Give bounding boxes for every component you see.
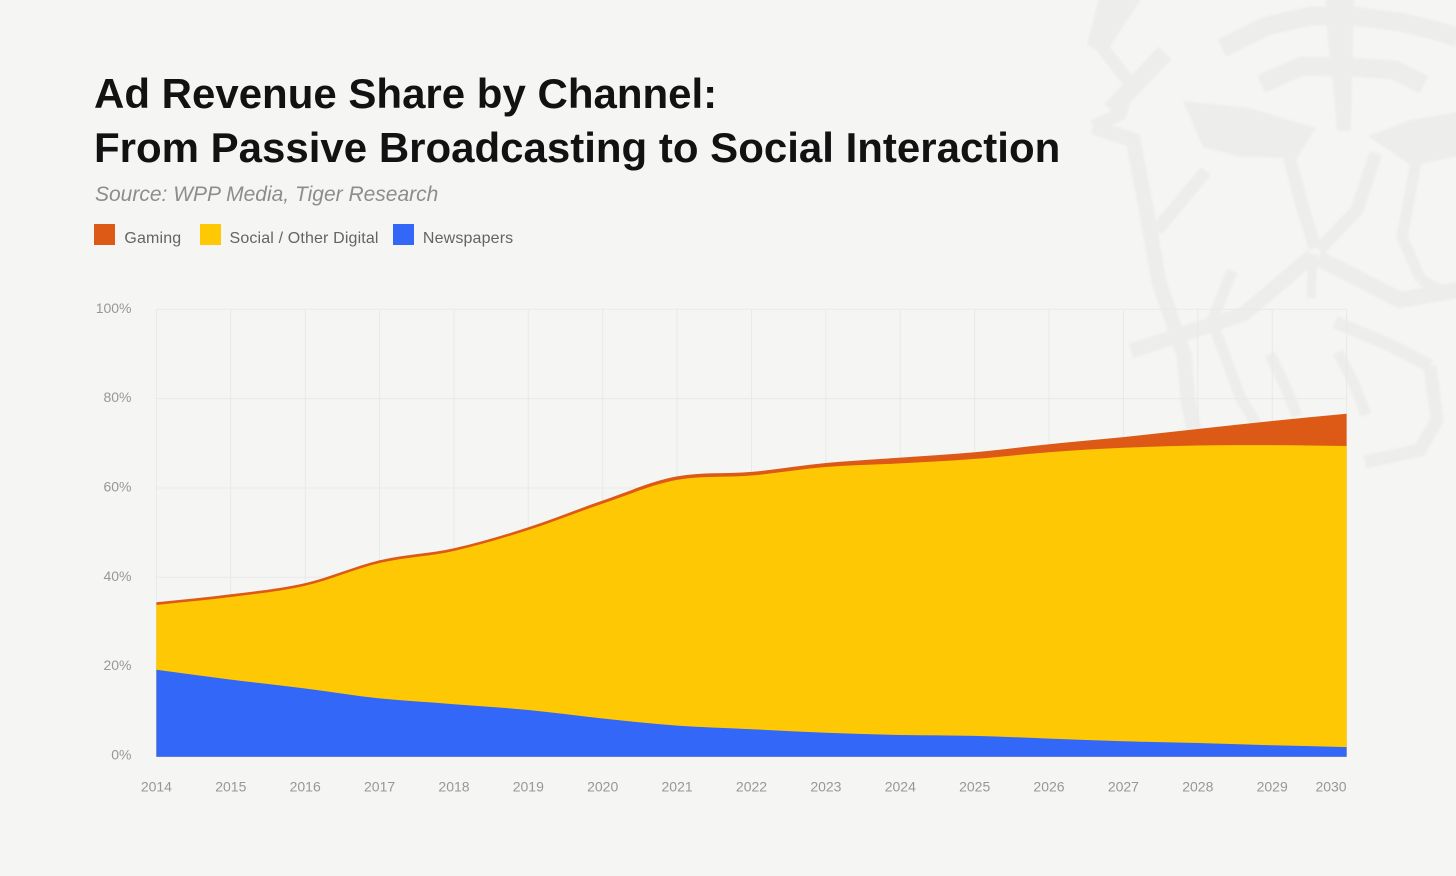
svg-text:2023: 2023 xyxy=(810,778,841,794)
svg-text:2014: 2014 xyxy=(141,778,172,794)
svg-text:2028: 2028 xyxy=(1182,778,1213,794)
svg-text:60%: 60% xyxy=(103,479,131,495)
svg-text:2021: 2021 xyxy=(662,778,693,794)
svg-text:2026: 2026 xyxy=(1033,778,1064,794)
svg-text:2030: 2030 xyxy=(1315,778,1346,794)
svg-text:2024: 2024 xyxy=(885,778,916,794)
svg-text:2025: 2025 xyxy=(959,778,990,794)
svg-text:0%: 0% xyxy=(111,747,131,763)
svg-text:2016: 2016 xyxy=(290,778,321,794)
svg-text:2017: 2017 xyxy=(364,778,395,794)
svg-text:2029: 2029 xyxy=(1257,778,1288,794)
svg-text:80%: 80% xyxy=(103,389,131,405)
svg-text:2015: 2015 xyxy=(215,778,246,794)
svg-text:40%: 40% xyxy=(103,568,131,584)
svg-text:2022: 2022 xyxy=(736,778,767,794)
svg-text:100%: 100% xyxy=(96,300,132,316)
svg-text:2018: 2018 xyxy=(438,778,469,794)
svg-text:2027: 2027 xyxy=(1108,778,1139,794)
svg-text:20%: 20% xyxy=(103,657,131,673)
svg-text:2019: 2019 xyxy=(513,778,544,794)
svg-text:2020: 2020 xyxy=(587,778,618,794)
